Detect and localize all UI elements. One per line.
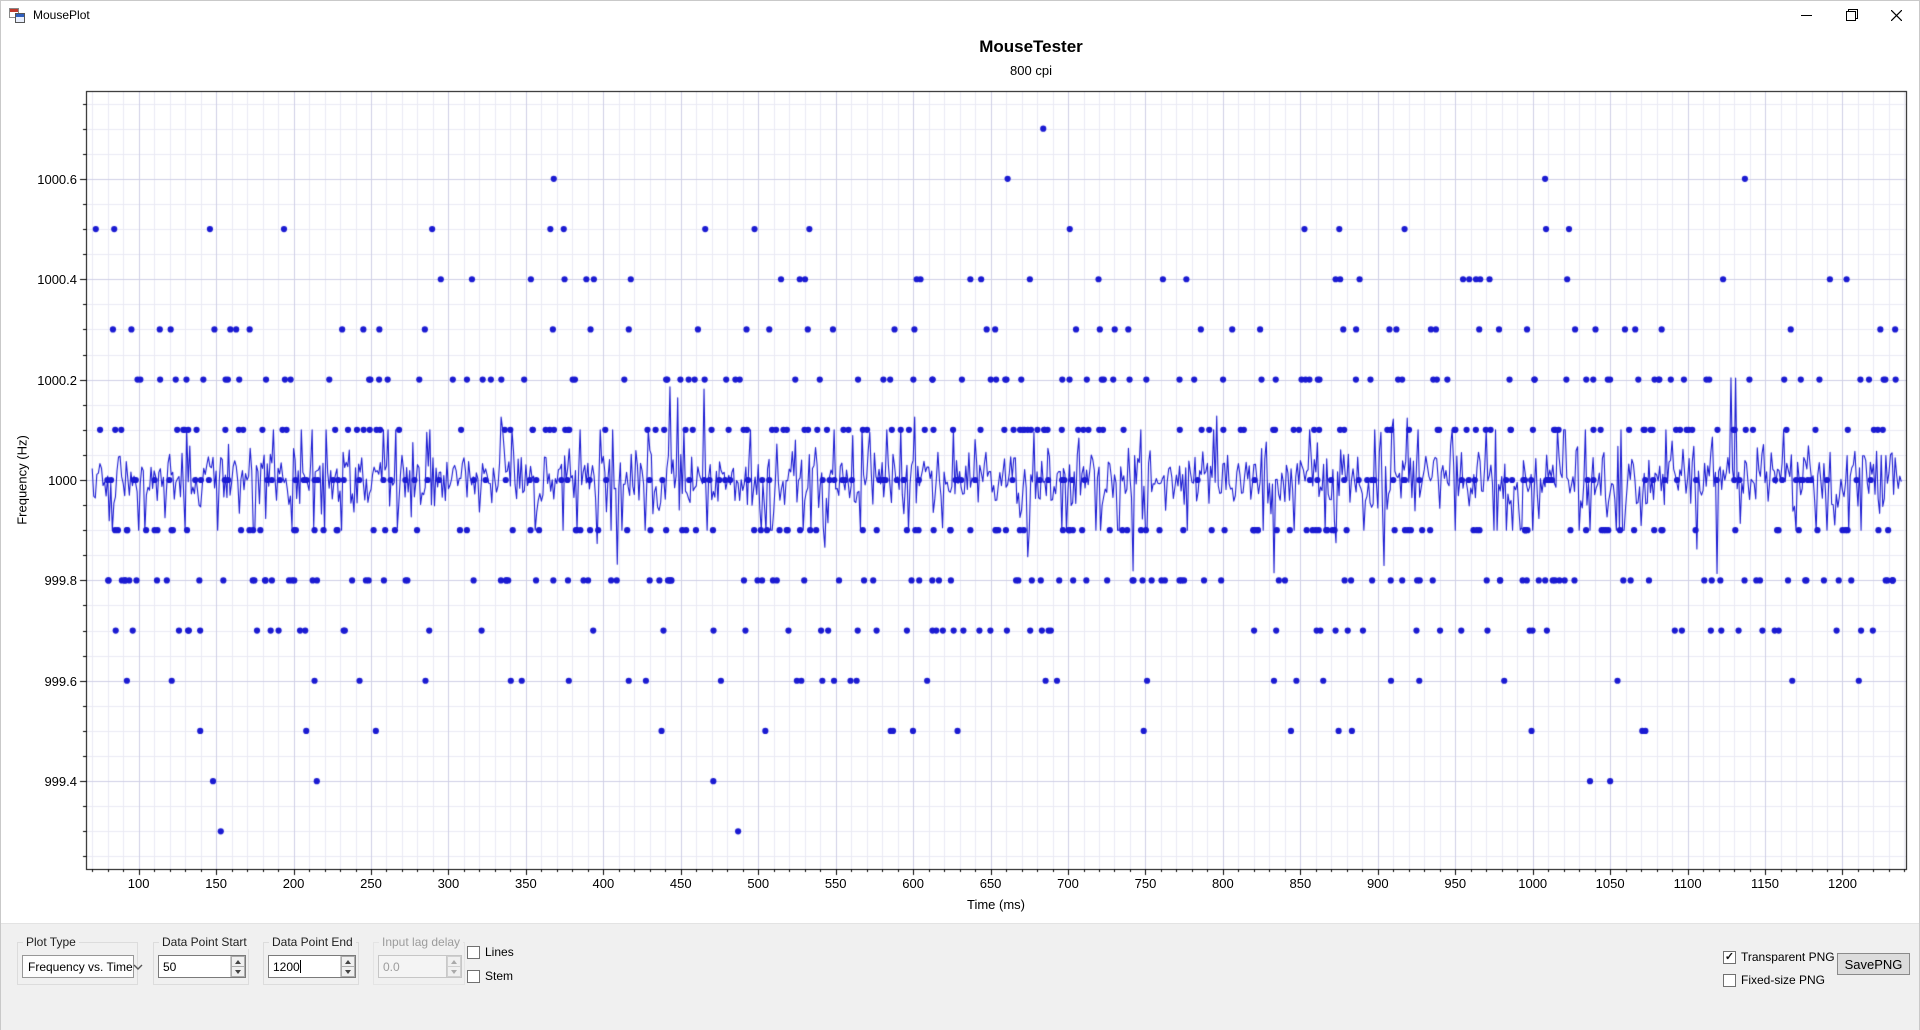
x-tick-label: 950 (1444, 876, 1467, 891)
input-lag-delay-spinner (446, 956, 461, 977)
x-axis-title: Time (ms) (966, 897, 1025, 912)
x-tick-label: 900 (1366, 876, 1389, 891)
y-tick-label: 999.6 (44, 673, 77, 689)
x-tick-label: 800 (1212, 876, 1234, 891)
text-caret (299, 960, 301, 973)
minimize-button[interactable] (1784, 1, 1829, 29)
fixed-size-png-checkbox-label: Fixed-size PNG (1741, 973, 1826, 987)
x-tick-label: 150 (205, 876, 227, 891)
input-lag-delay-value: 0.0 (383, 960, 400, 974)
y-tick-label: 1000.6 (37, 171, 77, 187)
y-tick-label: 999.8 (44, 573, 77, 589)
lines-checkbox-label: Lines (485, 945, 514, 959)
data-point-end-input[interactable]: 1200 (268, 955, 356, 978)
x-tick-label: 250 (360, 876, 382, 891)
y-tick-label: 999.4 (44, 774, 77, 790)
close-icon (1891, 9, 1902, 21)
x-tick-label: 1150 (1751, 876, 1780, 891)
data-point-end-value: 1200 (273, 960, 301, 974)
data-point-start-group: Data Point Start 50 (153, 935, 250, 985)
lines-checkbox[interactable] (467, 945, 480, 959)
y-tick-label: 1000.2 (37, 372, 77, 388)
x-tick-label: 700 (1057, 876, 1079, 891)
plot-type-value: Frequency vs. Time (28, 959, 133, 974)
save-png-button[interactable]: SavePNG (1837, 953, 1910, 975)
x-tick-label: 450 (669, 876, 692, 891)
plot-type-label: Plot Type (23, 935, 79, 949)
data-point-end-group: Data Point End 1200 (263, 935, 359, 985)
data-point-start-input[interactable]: 50 (158, 955, 246, 978)
x-tick-label: 1200 (1828, 876, 1857, 891)
input-lag-delay-label: Input lag delay (379, 935, 464, 949)
x-tick-label: 600 (902, 876, 924, 891)
x-tick-label: 850 (1289, 876, 1312, 891)
y-tick-label: 1000.4 (37, 272, 77, 288)
data-point-start-spinner (230, 956, 245, 977)
x-tick-label: 1000 (1518, 876, 1548, 891)
data-point-start-value: 50 (163, 960, 177, 974)
app-icon (9, 7, 25, 23)
x-tick-label: 750 (1134, 876, 1157, 891)
stem-checkbox[interactable] (467, 969, 480, 983)
spin-down-button[interactable] (231, 967, 245, 977)
chart-subtitle: 800 cpi (1010, 63, 1052, 78)
spin-down-button[interactable] (341, 967, 355, 977)
close-button[interactable] (1874, 1, 1919, 29)
input-lag-delay-input: 0.0 (378, 955, 462, 978)
plot-type-group: Plot Type Frequency vs. Time (17, 935, 143, 985)
window-controls (1784, 1, 1919, 29)
x-tick-label: 400 (592, 876, 615, 891)
transparent-png-checkbox-label: Transparent PNG (1741, 950, 1835, 964)
plot-type-combobox[interactable]: Frequency vs. Time (22, 955, 143, 978)
chevron-down-icon (133, 964, 143, 970)
chart-title: MouseTester (979, 37, 1083, 56)
fixed-size-png-checkbox[interactable] (1723, 973, 1736, 987)
x-tick-label: 350 (515, 876, 537, 891)
transparent-png-checkbox[interactable]: ✓ (1723, 950, 1736, 964)
control-panel: Plot Type Frequency vs. Time Data Point … (1, 923, 1919, 1030)
x-tick-label: 300 (437, 876, 460, 891)
minimize-icon (1801, 14, 1812, 16)
data-point-end-spinner (340, 956, 355, 977)
data-point-start-label: Data Point Start (159, 935, 250, 949)
spin-up-button (447, 956, 461, 967)
transparent-png-checkbox-row[interactable]: ✓ Transparent PNG (1723, 950, 1835, 964)
stem-checkbox-row[interactable]: Stem (467, 969, 513, 983)
title-bar: MousePlot (1, 1, 1919, 29)
app-icon-red-bar (10, 9, 18, 12)
y-tick-label: 1000 (48, 473, 77, 488)
restore-icon (1845, 9, 1858, 21)
x-tick-label: 550 (824, 876, 847, 891)
stem-checkbox-label: Stem (485, 969, 514, 983)
data-point-end-label: Data Point End (269, 935, 356, 949)
spin-down-button (447, 967, 461, 977)
input-lag-delay-group: Input lag delay 0.0 (373, 935, 465, 985)
fixed-size-png-checkbox-row[interactable]: Fixed-size PNG (1723, 973, 1825, 987)
spin-up-button[interactable] (341, 956, 355, 967)
x-tick-label: 100 (127, 876, 150, 891)
spin-up-button[interactable] (231, 956, 245, 967)
app-icon-front-square (15, 13, 25, 23)
x-tick-label: 1050 (1595, 876, 1625, 891)
x-tick-label: 650 (979, 876, 1002, 891)
restore-button[interactable] (1829, 1, 1874, 29)
window-title: MousePlot (33, 8, 90, 22)
x-tick-label: 200 (282, 876, 305, 891)
x-tick-label: 1100 (1673, 876, 1702, 891)
lines-checkbox-row[interactable]: Lines (467, 945, 514, 959)
app-icon-blue-bar (16, 14, 24, 17)
x-tick-label: 500 (747, 876, 770, 891)
